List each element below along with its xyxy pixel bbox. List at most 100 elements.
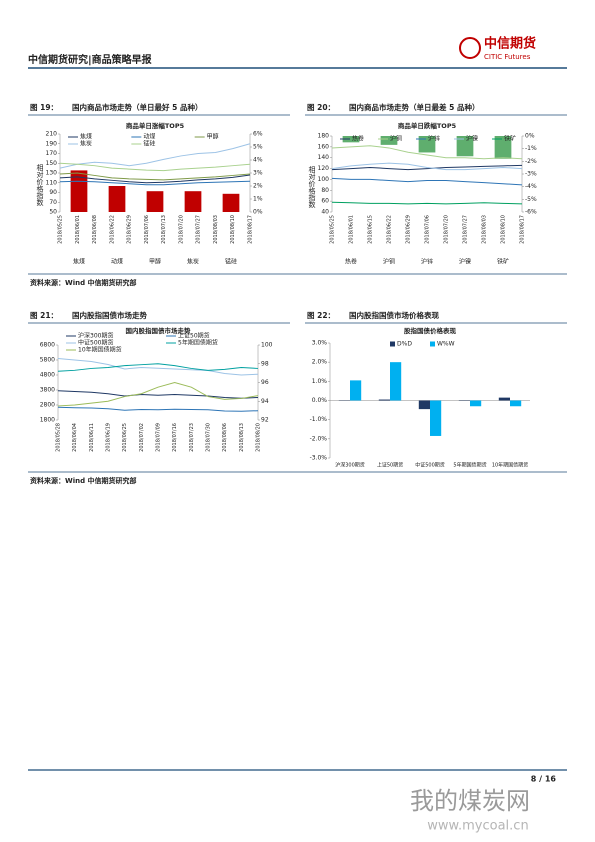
legend-label: 沪铜	[390, 135, 402, 143]
x-tick-label: 2018/06/22	[109, 215, 115, 244]
figure-title: 国内商品市场走势（单日最好 5 品种）	[72, 102, 202, 112]
bar	[470, 400, 482, 407]
y2-tick-label: 1%	[253, 196, 263, 203]
bar-category-label: 铁矿	[497, 258, 509, 266]
y-tick-label: 130	[46, 170, 58, 177]
bar-category-label: 沪镍	[459, 258, 471, 266]
bar	[418, 136, 436, 153]
y-tick-label: 80	[321, 187, 329, 194]
x-tick-label: 2018/08/10	[230, 215, 236, 244]
legend-swatch	[390, 341, 395, 347]
legend-label: W%W	[437, 341, 455, 348]
watermark-url: www.mycoal.cn	[427, 819, 528, 834]
legend-label: 焦煤	[80, 133, 92, 141]
x-tick-label: 2018/06/11	[89, 423, 95, 452]
x-tick-label: 2018/06/01	[75, 215, 81, 244]
y-tick-label: 190	[46, 140, 58, 147]
bar	[456, 136, 474, 157]
x-tick-label: 10年期国债期货	[492, 462, 528, 469]
y2-tick-label: 100	[261, 342, 273, 349]
x-tick-label: 2018/06/01	[349, 215, 355, 244]
y-tick-label: 170	[46, 150, 58, 157]
chart-title: 股指国债价格表现	[404, 326, 457, 335]
legend-label: 甲醇	[207, 133, 219, 141]
figure-label: 图 21：	[30, 311, 58, 320]
x-tick-label: 中证500期货	[415, 462, 445, 469]
x-tick-label: 2018/07/06	[425, 215, 431, 244]
y2-tick-label: 96	[261, 379, 269, 386]
bar	[350, 380, 362, 401]
y-axis-label: 相对价格指数	[36, 163, 44, 207]
bar	[380, 136, 398, 145]
bar	[70, 170, 88, 212]
series-line	[331, 164, 523, 171]
y2-tick-label: -3%	[525, 171, 537, 178]
x-tick-label: 2018/08/13	[239, 423, 245, 452]
legend-label: 10年期国债期货	[78, 346, 122, 354]
legend-label: 锰硅	[143, 140, 155, 148]
x-tick-label: 2018/06/08	[92, 215, 98, 244]
x-tick-label: 2018/07/23	[189, 423, 195, 452]
x-tick-label: 2018/07/20	[444, 215, 450, 244]
y-tick-label: 1.0%	[312, 378, 328, 385]
x-tick-label: 2018/05/25	[58, 215, 64, 244]
series-line	[59, 172, 251, 181]
bar	[222, 193, 240, 212]
x-tick-label: 2018/08/17	[248, 215, 254, 244]
y-tick-label: 60	[321, 198, 329, 205]
x-tick-label: 2018/06/29	[406, 215, 412, 244]
x-tick-label: 沪深300期货	[335, 462, 365, 469]
y2-tick-label: 6%	[253, 131, 263, 138]
x-tick-label: 上证50期货	[377, 462, 403, 469]
x-tick-label: 2018/06/19	[106, 423, 112, 452]
y-tick-label: 2800	[40, 402, 55, 409]
x-tick-label: 2018/07/09	[156, 423, 162, 452]
y2-tick-label: 5%	[253, 144, 263, 151]
y-tick-label: 160	[318, 143, 330, 150]
chart-title: 国内股指国债市场走势	[126, 326, 192, 335]
logo-en: CITIC Futures	[484, 53, 531, 61]
source: 资料来源：Wind 中信期货研究部	[30, 476, 137, 485]
x-tick-label: 2018/07/06	[144, 215, 150, 244]
x-tick-label: 2018/08/20	[256, 423, 262, 452]
figure-title: 国内股指国债市场价格表现	[349, 310, 439, 320]
x-tick-label: 2018/06/04	[72, 423, 78, 452]
y-tick-label: 2.0%	[312, 359, 328, 366]
y2-tick-label: -4%	[525, 183, 537, 190]
figure-title: 国内商品市场走势（单日最差 5 品种）	[349, 102, 479, 112]
figure-title: 国内股指国债市场走势	[72, 310, 147, 320]
logo-cn: 中信期货	[484, 36, 536, 52]
series-line	[331, 162, 523, 171]
page-number: 8 / 16	[531, 775, 557, 784]
series-line	[331, 201, 523, 205]
series-line	[59, 143, 251, 169]
figure-label: 图 19：	[30, 103, 58, 112]
y-axis-label: 相对价格指数	[308, 165, 316, 209]
y2-tick-label: 0%	[525, 133, 535, 140]
x-tick-label: 2018/07/30	[206, 423, 212, 452]
series-line	[59, 180, 251, 186]
series-line	[57, 390, 259, 399]
y-tick-label: 110	[46, 179, 58, 186]
y-tick-label: -2.0%	[310, 435, 328, 442]
y-tick-label: 100	[318, 176, 330, 183]
x-tick-label: 2018/08/03	[482, 215, 488, 244]
y2-tick-label: 92	[261, 417, 269, 424]
y-tick-label: 150	[46, 160, 58, 167]
x-tick-label: 2018/08/03	[213, 215, 219, 244]
legend-label: 热卷	[352, 135, 364, 143]
series-line	[331, 145, 523, 160]
y-tick-label: 0.0%	[312, 397, 328, 404]
x-tick-label: 2018/07/27	[196, 215, 202, 244]
y-tick-label: 210	[46, 131, 58, 138]
y-tick-label: 40	[321, 209, 329, 216]
chart-title: 商品单日跌幅TOP5	[398, 121, 457, 130]
y-tick-label: 90	[49, 189, 57, 196]
legend-label: 焦炭	[80, 140, 92, 148]
y2-tick-label: -5%	[525, 196, 537, 203]
x-tick-label: 2018/06/22	[387, 215, 393, 244]
x-tick-label: 2018/07/13	[161, 215, 167, 244]
x-tick-label: 2018/07/02	[139, 423, 145, 452]
x-tick-label: 5年期国债期货	[453, 462, 486, 469]
